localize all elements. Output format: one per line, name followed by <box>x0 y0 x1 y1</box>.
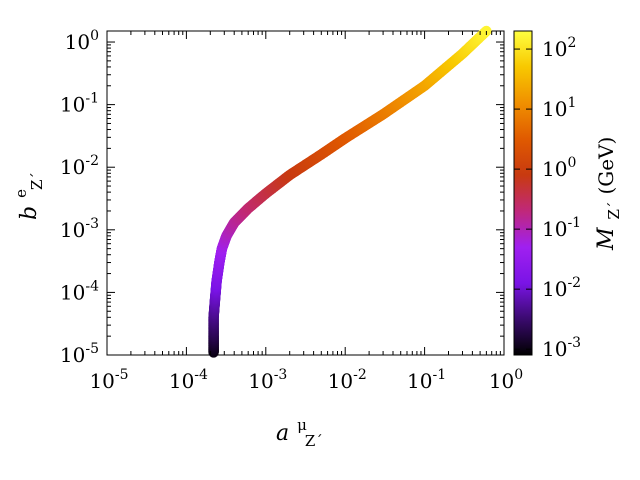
x-tick-label: 100 <box>489 367 523 393</box>
colorbar-tick-label: 10-2 <box>542 275 581 301</box>
colorbar-tick-label: 101 <box>542 95 576 121</box>
y-tick-label: 10-5 <box>60 341 99 367</box>
x-axis-title: a μ Z´ <box>276 411 323 450</box>
colorbar-tick-label: 100 <box>542 155 576 181</box>
y-tick-label: 10-1 <box>60 91 99 117</box>
y-tick-label: 100 <box>65 28 99 54</box>
plot-frame <box>106 30 505 356</box>
band-point <box>481 25 492 37</box>
x-tick-label: 10-3 <box>248 367 287 393</box>
colorbar-title: M Z´ (GeV) <box>594 137 625 251</box>
y-tick-label: 10-4 <box>60 278 99 304</box>
colorbar-ticks: 10-3 10-2 10-1 100 101 102 <box>514 35 581 361</box>
svg-text:b e Z´: b e Z´ <box>7 172 46 220</box>
y-tick-label: 10-2 <box>60 153 99 179</box>
x-tick-label: 10-4 <box>169 367 208 393</box>
colorbar-tick-label: 10-1 <box>542 215 581 241</box>
colorbar <box>513 30 533 356</box>
y-tick-label: 10-3 <box>60 216 99 242</box>
x-tick-label: 10-2 <box>328 367 367 393</box>
svg-text:M Z´ (GeV): M Z´ (GeV) <box>594 137 625 251</box>
y-axis-title: b e Z´ <box>7 172 46 220</box>
colorbar-tick-label: 10-3 <box>542 335 581 361</box>
x-tick-label: 10-5 <box>89 367 128 393</box>
colorbar-tick-label: 102 <box>542 35 576 61</box>
x-axis-ticks: 10-5 10-4 10-3 10-2 10-1 100 <box>89 31 523 393</box>
data-band <box>208 25 492 358</box>
y-axis-ticks: 10-5 10-4 10-3 10-2 10-1 100 <box>60 28 504 367</box>
x-tick-label: 10-1 <box>407 367 446 393</box>
